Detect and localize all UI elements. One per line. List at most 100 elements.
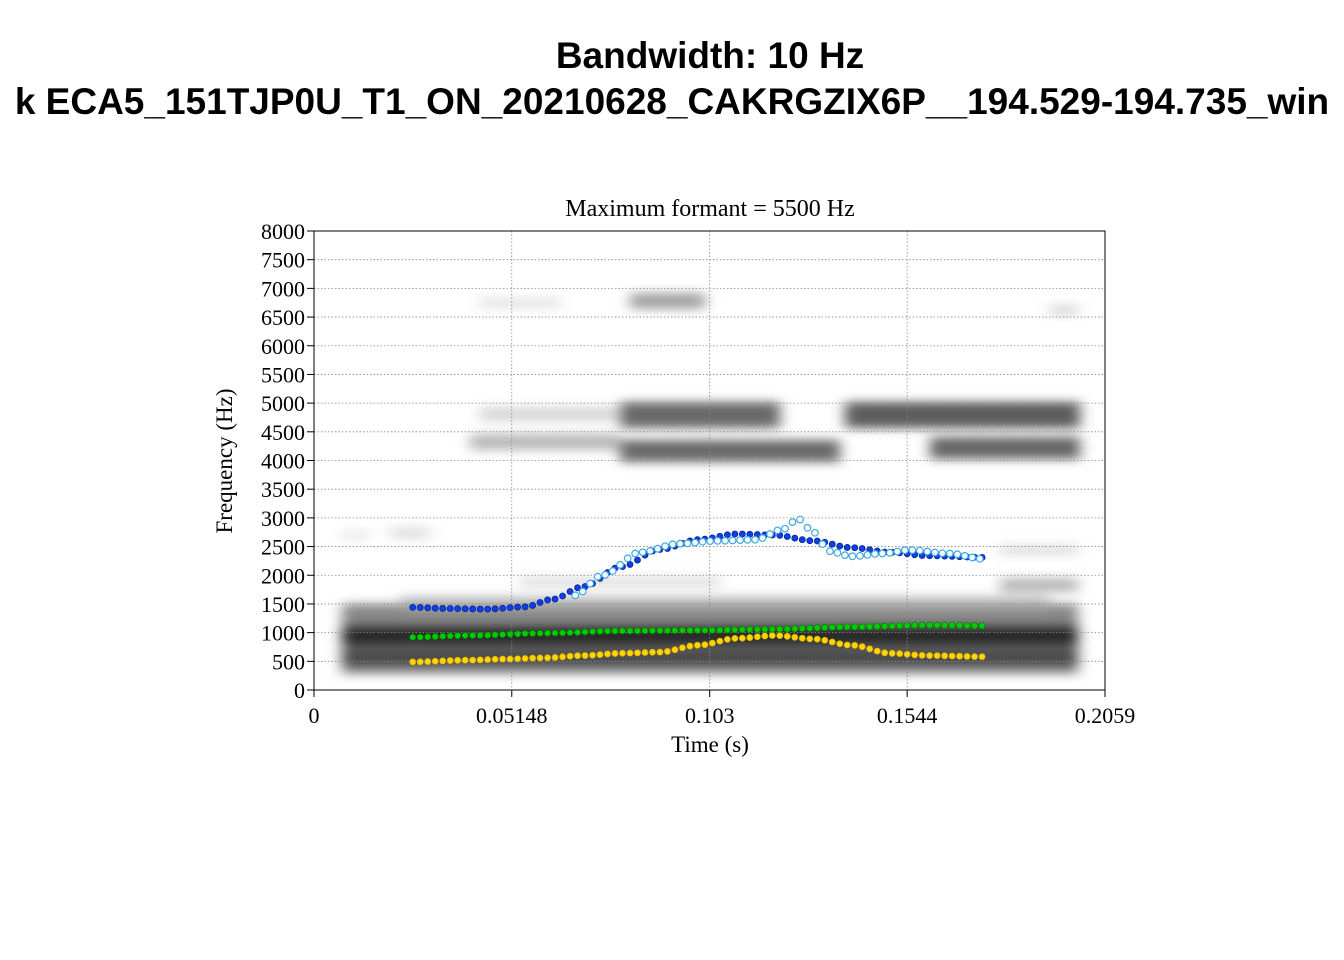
formant-point <box>766 530 774 538</box>
formant-point <box>454 632 462 640</box>
formant-point <box>454 605 462 613</box>
formant-point <box>619 649 626 657</box>
formant-point <box>701 626 709 634</box>
formant-point <box>566 629 574 637</box>
x-tick-label: 0.05148 <box>476 703 548 728</box>
formant-point <box>596 627 604 635</box>
y-tick-label: 7000 <box>261 276 305 301</box>
formant-tracks <box>409 515 986 666</box>
formant-point <box>836 623 844 631</box>
formant-point <box>431 604 439 612</box>
formant-point <box>604 627 611 635</box>
formant-point <box>776 625 784 633</box>
formant-point <box>476 656 484 664</box>
formant-point <box>851 623 859 631</box>
formant-point <box>858 545 866 552</box>
formant-point <box>671 646 679 654</box>
formant-point <box>806 635 814 643</box>
formant-point <box>903 650 911 658</box>
formant-point <box>856 551 864 560</box>
formant-point <box>551 595 559 603</box>
formant-point <box>948 652 956 660</box>
formant-point <box>701 641 709 649</box>
formant-point <box>544 596 551 604</box>
formant-point <box>918 621 926 629</box>
formant-point <box>978 622 986 630</box>
formant-point <box>738 530 746 538</box>
formant-point <box>863 550 872 559</box>
formant-point <box>416 604 424 611</box>
formant-point <box>813 624 821 632</box>
formant-point <box>783 625 791 633</box>
formant-point <box>761 625 769 633</box>
formant-point <box>798 634 806 642</box>
formant-point <box>866 645 874 653</box>
x-tick-label: 0.103 <box>685 703 735 728</box>
formant-point <box>679 626 686 634</box>
formant-point <box>446 605 454 612</box>
y-tick-label: 500 <box>272 649 305 674</box>
formant-point <box>716 626 724 634</box>
formant-point <box>941 652 949 660</box>
formant-point <box>664 648 671 655</box>
formant-point <box>664 627 671 634</box>
formant-point <box>409 633 417 641</box>
formant-point <box>948 621 956 629</box>
y-tick-label: 5000 <box>261 391 305 416</box>
formant-point <box>559 629 566 637</box>
y-tick-label: 0 <box>294 678 305 703</box>
formant-point <box>653 544 662 553</box>
formant-point <box>586 579 595 588</box>
formant-point <box>544 629 551 637</box>
formant-point <box>593 572 602 581</box>
formant-point <box>873 623 881 630</box>
formant-point <box>559 592 566 600</box>
formant-point <box>736 536 744 544</box>
formant-point <box>713 536 722 545</box>
formant-point <box>941 621 949 629</box>
formant-point <box>743 535 752 544</box>
formant-point <box>424 633 432 641</box>
formant-point <box>484 605 492 613</box>
formant-point <box>661 542 670 551</box>
formant-point <box>761 632 769 640</box>
formant-point <box>731 635 739 642</box>
formant-point <box>589 651 596 659</box>
formant-point <box>963 653 971 660</box>
formant-point <box>798 625 806 632</box>
formant-point <box>803 523 812 532</box>
formant-point <box>461 605 469 613</box>
formant-point <box>536 629 544 637</box>
formant-point <box>529 602 536 609</box>
formant-point <box>679 644 686 652</box>
formant-point <box>601 570 610 579</box>
formant-point <box>938 549 947 558</box>
formant-point <box>881 649 889 657</box>
formant-point <box>836 640 844 648</box>
formant-point <box>551 654 559 661</box>
formant-point <box>893 547 902 556</box>
formant-point <box>439 657 447 665</box>
formant-point <box>716 637 724 645</box>
formant-point <box>746 634 754 641</box>
formant-point <box>416 633 424 641</box>
formant-point <box>634 556 641 564</box>
formant-point <box>723 626 731 634</box>
formant-point <box>691 538 699 547</box>
formant-point <box>499 631 507 638</box>
formant-point <box>484 631 492 639</box>
formant-point <box>656 627 664 635</box>
formant-point <box>843 544 851 551</box>
formant-point <box>773 526 782 535</box>
formant-point <box>843 623 851 631</box>
formant-point <box>634 627 641 635</box>
formant-point <box>544 654 551 662</box>
formant-point <box>536 654 544 662</box>
formant-point <box>581 628 589 636</box>
formant-point <box>768 625 776 633</box>
formant-point <box>933 652 941 660</box>
x-tick-label: 0.2059 <box>1075 703 1136 728</box>
formant-point <box>514 603 522 611</box>
formant-point <box>858 643 866 651</box>
formant-series-4 <box>571 515 984 600</box>
